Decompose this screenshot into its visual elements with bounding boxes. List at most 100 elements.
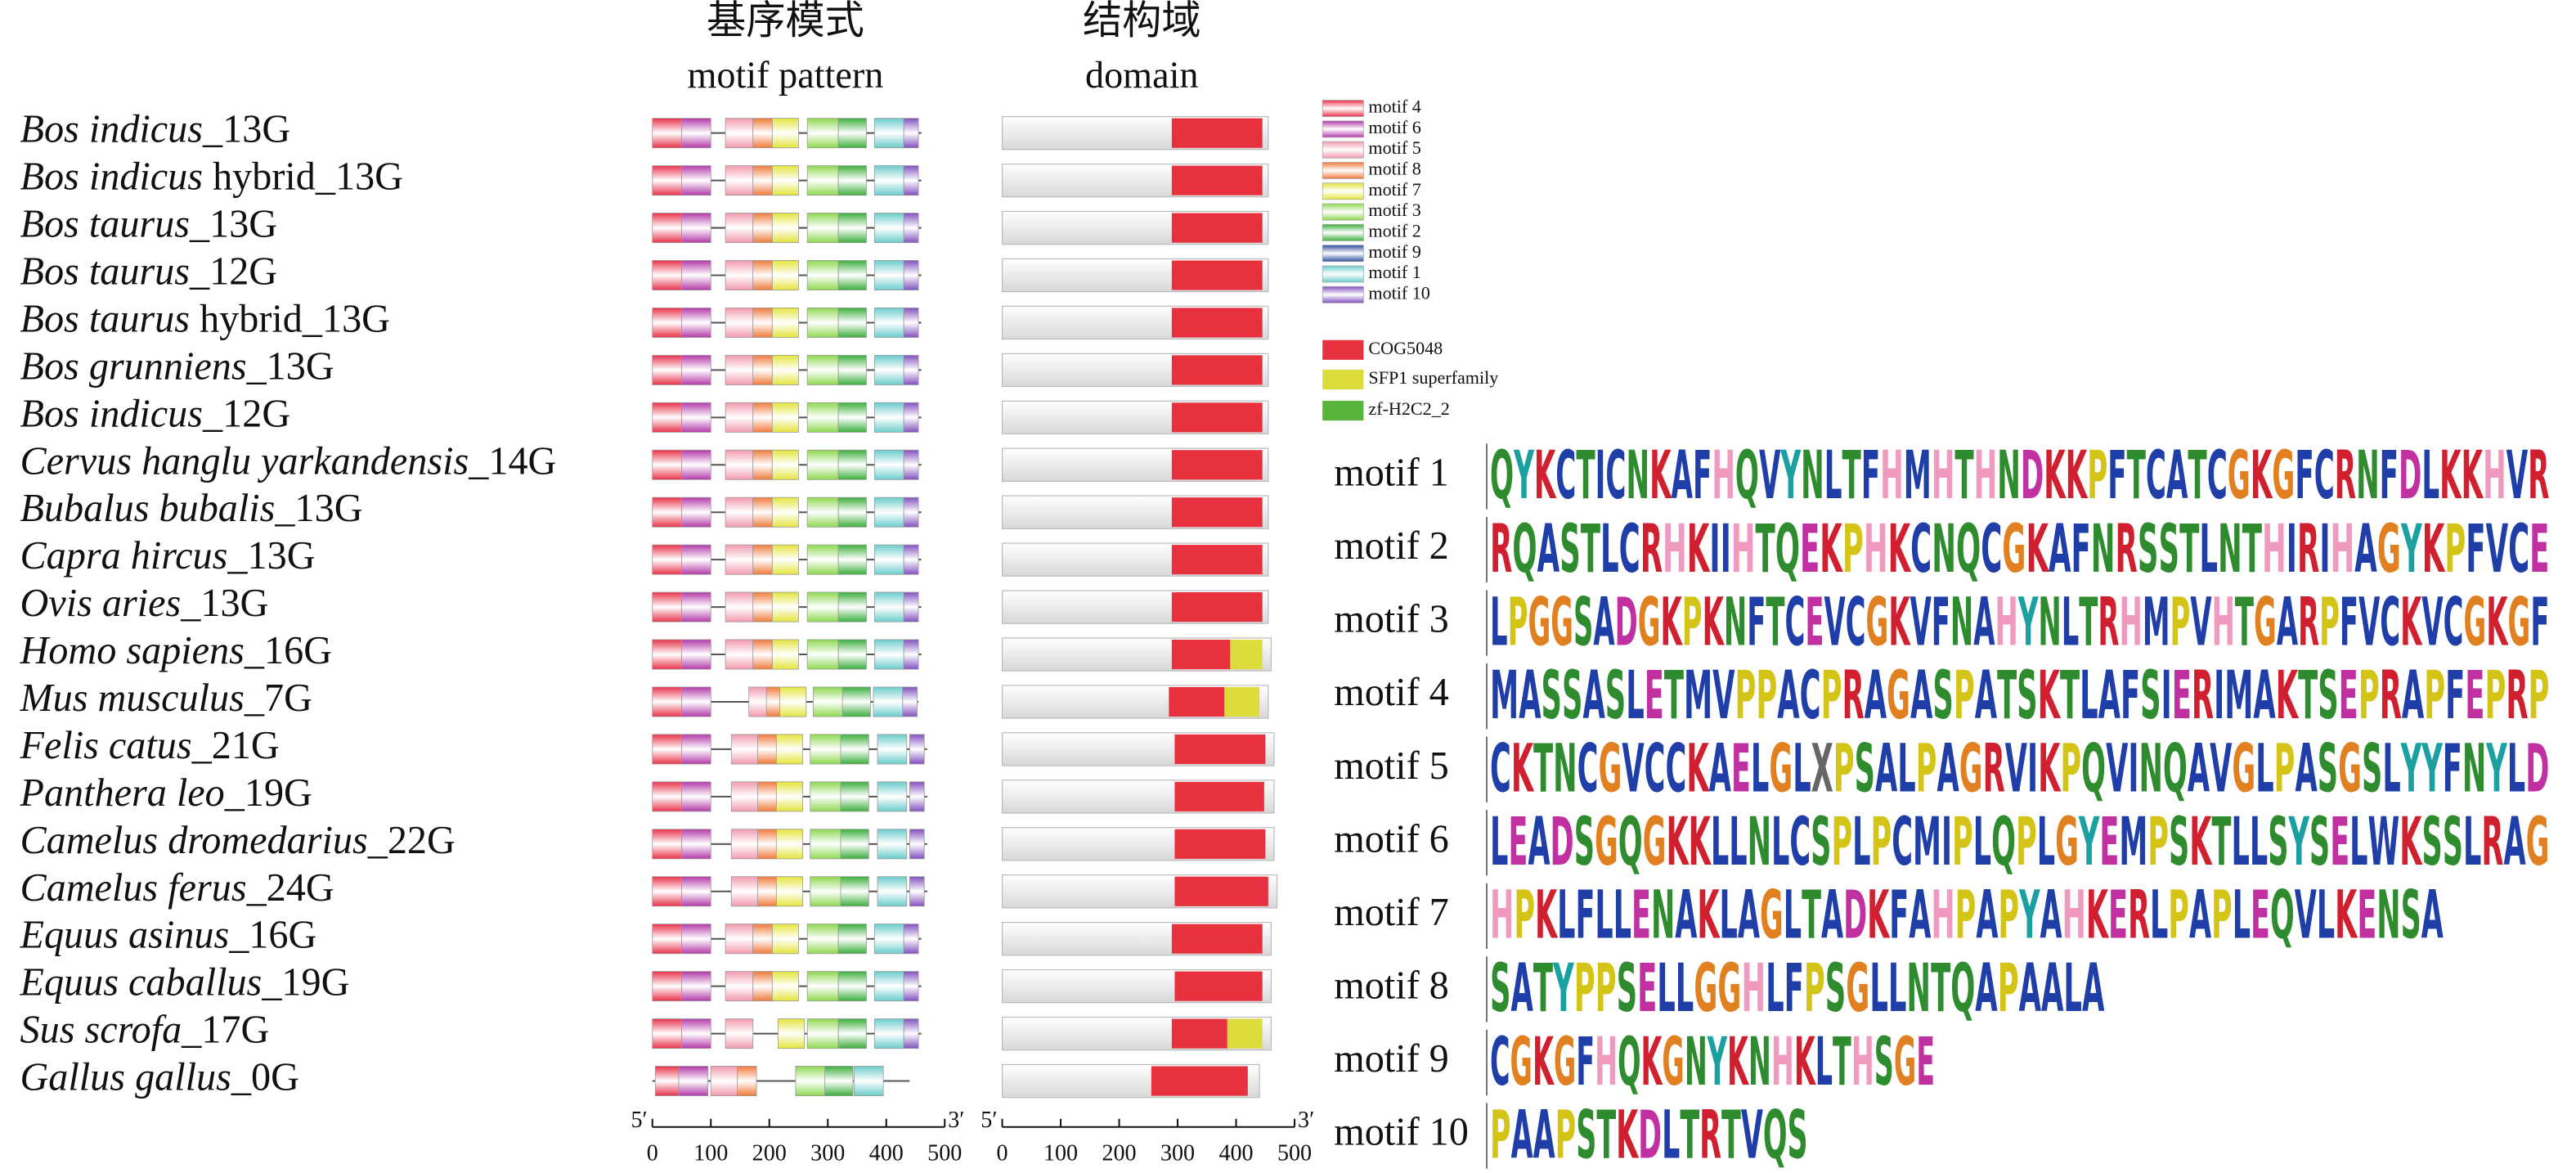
motif-block xyxy=(725,402,754,433)
legend-label: motif 9 xyxy=(1368,241,1420,262)
motif-block xyxy=(725,1018,754,1049)
motif-block xyxy=(812,686,845,717)
domain-block xyxy=(1171,213,1263,243)
motif-block xyxy=(771,971,799,1002)
legend-swatch xyxy=(1322,182,1364,200)
motif-block xyxy=(752,924,773,955)
motif-block xyxy=(652,402,682,433)
species-label: Equus caballus_19G xyxy=(20,961,350,1004)
domain-block xyxy=(1171,924,1263,954)
tick-label: 0 xyxy=(997,1140,1008,1166)
motif-block xyxy=(681,354,711,385)
motif-block xyxy=(725,118,754,149)
domain-block xyxy=(1171,450,1263,480)
tick-label: 100 xyxy=(1043,1140,1078,1166)
motif-block xyxy=(681,876,711,907)
domain-block xyxy=(1169,686,1225,717)
species-italic: Ovis aries xyxy=(20,582,182,625)
species-italic: Bos indicus xyxy=(20,155,204,199)
domain-block xyxy=(1171,118,1263,148)
motif-block xyxy=(652,829,682,860)
motif-block xyxy=(903,449,919,480)
domain-block xyxy=(1151,1066,1248,1096)
motif-label: motif 4 xyxy=(1334,671,1449,714)
motif-block xyxy=(771,449,799,480)
motif-block xyxy=(874,639,904,670)
motif-label: motif 3 xyxy=(1334,598,1449,641)
motif-block xyxy=(840,781,869,812)
motif-block xyxy=(725,544,754,575)
domain-block xyxy=(1171,402,1263,433)
species-suffix: hybrid_13G xyxy=(190,298,390,341)
species-label: Camelus ferus_24G xyxy=(20,866,334,910)
legend-swatch xyxy=(1322,120,1364,138)
legend-swatch xyxy=(1322,100,1364,117)
motif-block xyxy=(903,260,919,290)
motif-block xyxy=(874,591,904,622)
motif-block xyxy=(806,165,839,196)
motif-block xyxy=(806,354,839,385)
motif-block xyxy=(775,829,803,860)
motif-block xyxy=(903,354,919,385)
domain-block xyxy=(1171,592,1263,622)
species-italic: Felis catus xyxy=(20,724,192,767)
motif-block xyxy=(652,734,682,765)
species-suffix: _7G xyxy=(244,676,312,720)
motif-block xyxy=(840,734,869,765)
motif-block xyxy=(837,971,867,1002)
species-suffix: _12G xyxy=(202,392,290,435)
species-italic: Bubalus bubalis xyxy=(20,487,276,530)
motif-block xyxy=(779,686,807,717)
motif-block xyxy=(909,781,925,812)
legend-label: zf-H2C2_2 xyxy=(1368,398,1449,419)
sequence-logo: MASSASLETMVPPACPRAGASPATSKTLAFSIERIMAKTS… xyxy=(1490,656,2549,733)
tick-label: 0 xyxy=(647,1140,658,1166)
motif-block xyxy=(837,449,867,480)
motif-block xyxy=(806,307,839,338)
motif-block xyxy=(873,686,904,717)
motif-block xyxy=(737,1066,757,1097)
species-italic: Bos taurus xyxy=(20,298,191,341)
species-suffix: _19G xyxy=(224,771,312,815)
motif-block xyxy=(806,213,839,244)
motif-block xyxy=(752,118,773,149)
motif-block xyxy=(757,829,778,860)
motif-block xyxy=(877,734,908,765)
motif-block xyxy=(652,165,682,196)
motif-block xyxy=(681,971,711,1002)
motif-block xyxy=(874,497,904,528)
legend-label: motif 8 xyxy=(1368,159,1420,179)
species-italic: Homo sapiens xyxy=(20,629,245,672)
tick-label: 300 xyxy=(1160,1140,1195,1166)
species-suffix: _19G xyxy=(261,961,349,1004)
motif-block xyxy=(903,591,919,622)
motif-block xyxy=(771,639,799,670)
motif-block xyxy=(806,260,839,290)
motif-block xyxy=(752,591,773,622)
motif-block xyxy=(681,781,711,812)
motif-label: motif 10 xyxy=(1334,1111,1469,1154)
species-label: Bos grunniens_13G xyxy=(20,344,334,388)
motif-block xyxy=(903,402,919,433)
species-italic: Bos indicus xyxy=(20,392,204,435)
species-suffix: _13G xyxy=(246,344,334,388)
motif-block xyxy=(903,497,919,528)
motif-block xyxy=(681,165,711,196)
species-italic: Camelus ferus xyxy=(20,866,247,910)
motif-block xyxy=(903,307,919,338)
motif-block xyxy=(903,165,919,196)
legend-label: motif 5 xyxy=(1368,137,1420,158)
species-italic: Equus caballus xyxy=(20,961,263,1004)
species-italic: Equus asinus xyxy=(20,914,230,957)
species-label: Felis catus_21G xyxy=(20,724,280,767)
motif-block xyxy=(806,118,839,149)
sequence-logo: CKTNCGVCCKAELGLXPSALPAGRVIKPQVINQAVGLPAS… xyxy=(1490,730,2549,807)
motif-block xyxy=(771,354,799,385)
motif-block xyxy=(757,734,778,765)
motif-block xyxy=(725,449,754,480)
motif-block xyxy=(837,1018,867,1049)
motif-block xyxy=(874,307,904,338)
motif-block xyxy=(806,544,839,575)
species-suffix: _13G xyxy=(227,534,315,578)
motif-block xyxy=(752,307,773,338)
